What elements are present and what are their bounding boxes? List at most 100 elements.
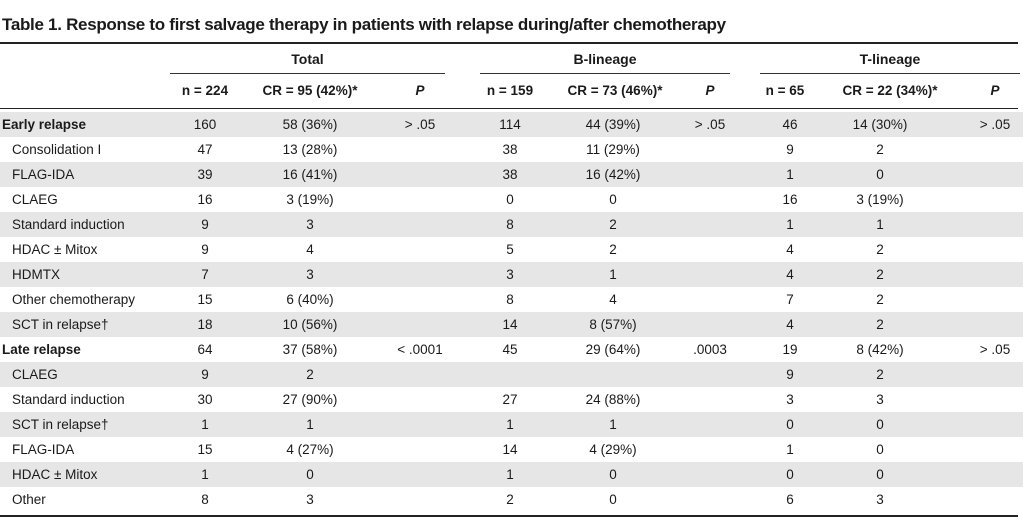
group-header-total: Total bbox=[291, 51, 324, 67]
table-row: Early relapse 160 58 (36%) > .05 114 44 (39%)… bbox=[0, 112, 1023, 137]
table-row: HDAC ± Mitox 1 0 1 0 0 0 bbox=[0, 462, 1023, 487]
table-cell: > .05 bbox=[979, 342, 1011, 357]
table-cell: 0 bbox=[506, 192, 514, 207]
row-label: HDMTX bbox=[12, 267, 60, 282]
table-cell: 1 bbox=[201, 417, 209, 432]
row-label: Other bbox=[12, 492, 46, 507]
table-cell: 10 (56%) bbox=[282, 317, 338, 332]
row-label: Standard induction bbox=[12, 217, 125, 232]
table-cell: 6 (40%) bbox=[286, 292, 334, 307]
table-cell: 1 bbox=[506, 417, 514, 432]
table-cell: 2 bbox=[876, 367, 884, 382]
table-cell: 24 (88%) bbox=[585, 392, 641, 407]
table-cell: 4 bbox=[306, 242, 314, 257]
table-cell: 58 (36%) bbox=[282, 117, 338, 132]
subheader-t-cr: CR = 22 (34%)* bbox=[842, 83, 938, 98]
row-label: CLAEG bbox=[12, 192, 58, 207]
table-cell: 0 bbox=[609, 192, 617, 207]
subheader-b-cr: CR = 73 (46%)* bbox=[567, 83, 663, 98]
table-cell: 9 bbox=[786, 367, 794, 382]
table-cell: 2 bbox=[876, 242, 884, 257]
table-cell: > .05 bbox=[694, 117, 726, 132]
table-cell: 3 bbox=[876, 492, 884, 507]
table-cell: 2 bbox=[876, 317, 884, 332]
table-cell: 9 bbox=[201, 367, 209, 382]
table-cell: 3 bbox=[306, 267, 314, 282]
bottom-rule bbox=[0, 515, 1018, 517]
table-cell: 3 (19%) bbox=[286, 192, 334, 207]
table-row: FLAG-IDA 39 16 (41%) 38 16 (42%) 1 0 bbox=[0, 162, 1023, 187]
table-cell: 27 bbox=[502, 392, 518, 407]
table-cell: < .0001 bbox=[397, 342, 443, 357]
row-label: HDAC ± Mitox bbox=[12, 242, 98, 257]
table-cell: 2 bbox=[876, 292, 884, 307]
table-cell: 0 bbox=[786, 417, 794, 432]
group-underline-t-lineage bbox=[760, 73, 1020, 74]
table-cell: 2 bbox=[609, 242, 617, 257]
table-row: Other chemotherapy 15 6 (40%) 8 4 7 2 bbox=[0, 287, 1023, 312]
table-cell: 14 bbox=[502, 317, 518, 332]
table-cell: 9 bbox=[201, 242, 209, 257]
table-cell: 3 bbox=[506, 267, 514, 282]
table-cell: 3 bbox=[876, 392, 884, 407]
table-cell: 46 bbox=[782, 117, 798, 132]
table-cell: 0 bbox=[876, 167, 884, 182]
table-cell: 16 bbox=[197, 192, 213, 207]
table-cell: 2 bbox=[306, 367, 314, 382]
table-cell: 0 bbox=[609, 467, 617, 482]
table-cell: 1 bbox=[306, 417, 314, 432]
row-label: Late relapse bbox=[2, 342, 81, 357]
subheader-t-n: n = 65 bbox=[765, 83, 805, 98]
table-cell: 0 bbox=[876, 442, 884, 457]
row-label: Standard induction bbox=[12, 392, 125, 407]
group-header-t-lineage: T-lineage bbox=[859, 51, 921, 67]
table-cell: 2 bbox=[876, 267, 884, 282]
table-cell: 4 bbox=[609, 292, 617, 307]
table-cell: 4 bbox=[786, 317, 794, 332]
table-cell: 13 (28%) bbox=[282, 142, 338, 157]
table-cell: 3 bbox=[306, 217, 314, 232]
group-header-b-lineage: B-lineage bbox=[573, 51, 637, 67]
table-cell: 8 bbox=[506, 217, 514, 232]
table-cell: 0 bbox=[609, 492, 617, 507]
table-cell: 39 bbox=[197, 167, 213, 182]
header-rule bbox=[0, 108, 1018, 109]
row-label: SCT in relapse† bbox=[12, 317, 109, 332]
table-cell: 1 bbox=[609, 417, 617, 432]
table-cell: 160 bbox=[193, 117, 217, 132]
table-cell: 16 bbox=[782, 192, 798, 207]
table-cell: 15 bbox=[197, 442, 213, 457]
table-cell: 2 bbox=[506, 492, 514, 507]
table-cell: 1 bbox=[876, 217, 884, 232]
table-cell: 15 bbox=[197, 292, 213, 307]
row-label: Consolidation I bbox=[12, 142, 102, 157]
table-cell: 6 bbox=[786, 492, 794, 507]
table-cell: 29 (64%) bbox=[585, 342, 641, 357]
row-label: CLAEG bbox=[12, 367, 58, 382]
table-row: CLAEG 9 2 9 2 bbox=[0, 362, 1023, 387]
row-label: SCT in relapse† bbox=[12, 417, 109, 432]
table-cell: 16 (42%) bbox=[585, 167, 641, 182]
table-cell: 14 bbox=[502, 442, 518, 457]
table-cell: 45 bbox=[502, 342, 518, 357]
subheader-total-cr: CR = 95 (42%)* bbox=[262, 83, 358, 98]
table-cell: 114 bbox=[499, 117, 521, 132]
table-cell: 1 bbox=[786, 217, 794, 232]
table-cell: 8 (57%) bbox=[589, 317, 637, 332]
table-cell: 7 bbox=[786, 292, 794, 307]
group-underline-b-lineage bbox=[480, 73, 730, 74]
table-cell: 4 (29%) bbox=[589, 442, 637, 457]
table-cell: 4 bbox=[786, 267, 794, 282]
table-cell: 8 (42%) bbox=[856, 342, 904, 357]
table-row: Late relapse 64 37 (58%) < .0001 45 29 (64%).… bbox=[0, 337, 1023, 362]
row-label: HDAC ± Mitox bbox=[12, 467, 98, 482]
table-cell: 9 bbox=[201, 217, 209, 232]
table-cell: 2 bbox=[609, 217, 617, 232]
table-cell: 1 bbox=[786, 167, 794, 182]
table-row: Other 8 3 2 0 6 3 bbox=[0, 487, 1023, 512]
table-row: FLAG-IDA 15 4 (27%) 14 4 (29%) 1 0 bbox=[0, 437, 1023, 462]
table-cell: 37 (58%) bbox=[282, 342, 338, 357]
table-row: SCT in relapse† 1 1 1 1 0 0 bbox=[0, 412, 1023, 437]
table-cell: 0 bbox=[786, 467, 794, 482]
table-cell: 1 bbox=[201, 467, 209, 482]
